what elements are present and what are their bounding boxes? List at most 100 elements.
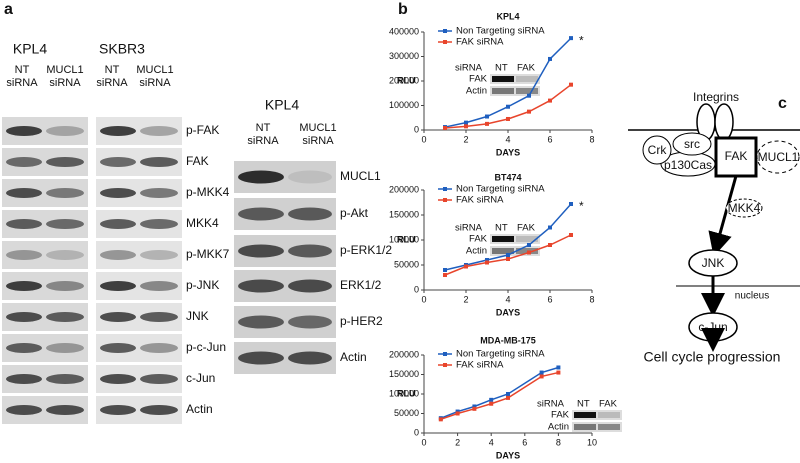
row-label: p-c-Jun xyxy=(186,340,226,354)
blot-band xyxy=(100,250,136,260)
blot-band xyxy=(46,219,84,229)
blot-band xyxy=(46,188,84,198)
inset-blot xyxy=(490,234,540,244)
inset-label: FAK xyxy=(517,63,536,74)
inset-label: siRNA xyxy=(455,63,483,74)
point xyxy=(455,411,460,416)
point xyxy=(443,268,447,272)
blot-band xyxy=(140,281,178,291)
blot-band xyxy=(140,343,178,353)
row-label: Actin xyxy=(340,350,367,364)
x-axis-label: DAYS xyxy=(496,307,520,317)
chart-title: BT474 xyxy=(494,172,521,182)
annotation: * xyxy=(579,33,584,47)
row-label: p-MKK4 xyxy=(186,185,230,199)
x-axis-label: DAYS xyxy=(496,450,520,460)
lane-label: siRNA xyxy=(302,135,334,147)
lane-label: siRNA xyxy=(247,135,279,147)
legend-label: Non Targeting siRNA xyxy=(456,184,545,195)
node xyxy=(725,198,763,218)
y-tick-label: 100000 xyxy=(389,100,419,110)
x-tick-label: 2 xyxy=(463,134,468,144)
row-label: JNK xyxy=(186,309,209,323)
y-tick-label: 100000 xyxy=(389,234,419,244)
blot-band xyxy=(288,170,332,184)
node xyxy=(642,135,672,165)
x-tick-label: 0 xyxy=(421,134,426,144)
blot-band xyxy=(100,343,136,353)
blot-band xyxy=(6,157,42,167)
inset-blot xyxy=(572,410,622,420)
label: MKK4 xyxy=(728,201,761,215)
inset-band xyxy=(492,236,514,242)
blot-band xyxy=(6,312,42,322)
integrin xyxy=(714,103,734,141)
row-label: p-ERK1/2 xyxy=(340,243,392,257)
inset-blot xyxy=(490,86,540,96)
blot-band xyxy=(140,312,178,322)
row-label: p-MKK7 xyxy=(186,247,230,261)
blot-band xyxy=(238,170,284,184)
legend-swatch xyxy=(443,352,447,356)
inset-band xyxy=(598,424,620,430)
y-axis-label: RLU xyxy=(397,388,416,398)
lane-label: siRNA xyxy=(139,77,171,89)
inset-label: FAK xyxy=(599,399,618,410)
y-tick-label: 50000 xyxy=(394,408,419,418)
inset-label: Actin xyxy=(466,246,487,257)
blot-band xyxy=(100,312,136,322)
node xyxy=(714,136,758,178)
blot-band xyxy=(140,250,178,260)
x-tick-label: 2 xyxy=(463,294,468,304)
lane-label: MUCL1 xyxy=(299,122,336,134)
legend-label: Non Targeting siRNA xyxy=(456,26,545,37)
point xyxy=(527,250,531,255)
chart-title: KPL4 xyxy=(496,11,519,21)
point xyxy=(472,404,477,409)
blot-band xyxy=(46,343,84,353)
y-tick-label: 400000 xyxy=(389,26,419,36)
blot-band xyxy=(100,157,136,167)
point xyxy=(485,258,489,262)
blot-band xyxy=(46,157,84,167)
blot-band xyxy=(100,374,136,384)
blot-band xyxy=(6,188,42,198)
blot-band xyxy=(6,343,42,353)
label: JNK xyxy=(702,256,725,270)
y-axis-label: RLU xyxy=(397,75,416,85)
label: Crk xyxy=(648,143,668,157)
label: MUCL1 xyxy=(758,150,799,164)
point xyxy=(485,121,489,126)
inset-label: NT xyxy=(495,63,508,74)
x-tick-label: 0 xyxy=(421,437,426,447)
x-tick-label: 10 xyxy=(587,437,597,447)
y-tick-label: 0 xyxy=(414,284,419,294)
row-label: p-HER2 xyxy=(340,314,383,328)
legend-swatch xyxy=(443,198,447,202)
panel-label: c xyxy=(778,95,787,112)
y-tick-label: 150000 xyxy=(389,369,419,379)
legend-swatch xyxy=(443,40,447,44)
lane-label: NT xyxy=(105,64,120,76)
point xyxy=(527,243,531,247)
y-tick-label: 300000 xyxy=(389,51,419,61)
x-axis-label: DAYS xyxy=(496,147,520,157)
node xyxy=(756,140,800,174)
legend-label: FAK siRNA xyxy=(456,360,504,371)
inset-band xyxy=(574,424,596,430)
inset-band xyxy=(516,76,538,82)
blot-band xyxy=(288,279,332,293)
point xyxy=(548,243,552,247)
point xyxy=(506,392,510,396)
pathway-diagram: Integrins p130Cas Crk src FAK MUCL1 MKK4… xyxy=(628,90,800,365)
chart-title: MDA-MB-175 xyxy=(480,335,536,345)
point xyxy=(485,114,489,119)
inset-band xyxy=(574,412,596,418)
arrow xyxy=(708,175,738,257)
node xyxy=(672,132,712,156)
label: nucleus xyxy=(735,291,769,302)
blot-band xyxy=(238,351,284,365)
blot-band xyxy=(100,188,136,198)
blot-band xyxy=(100,126,136,136)
